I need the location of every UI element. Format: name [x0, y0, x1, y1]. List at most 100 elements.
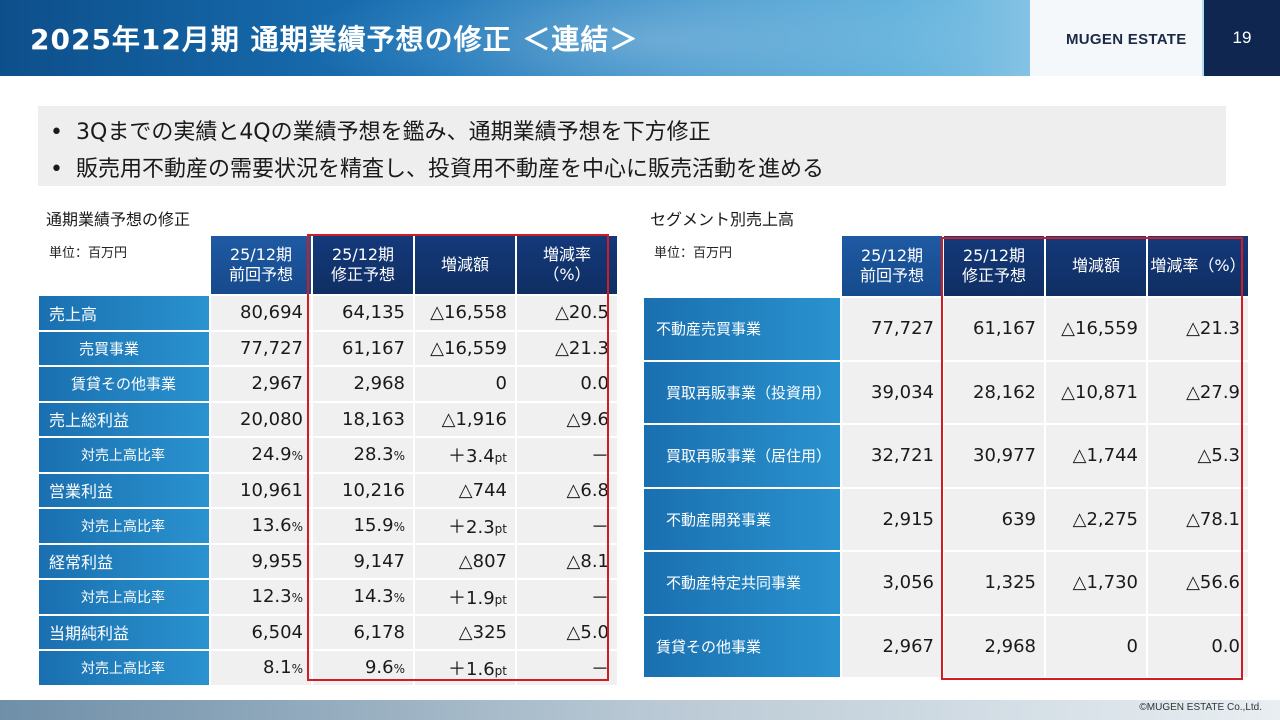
- table-cell: 61,167: [944, 298, 1044, 360]
- table-cell: 639: [944, 488, 1044, 550]
- table-cell: 13.6%: [211, 509, 311, 543]
- table-row: 売上総利益 20,080 18,163 △1,916 △9.6: [39, 402, 617, 436]
- table-cell: 14.3%: [313, 580, 413, 614]
- table-cell: ＋2.3pt: [415, 509, 515, 543]
- bullet-item: • 販売用不動産の需要状況を精査し、投資用不動産を中心に販売活動を進める: [50, 151, 1226, 188]
- table-cell: ＋3.4pt: [415, 438, 515, 472]
- forecast-revision-table: 単位：百万円 25/12期 前回予想 25/12期 修正予想 増減額 増減率 （%） …: [37, 234, 619, 687]
- table-cell: 1,325: [944, 552, 1044, 614]
- table-cell: 32,721: [842, 425, 942, 487]
- table-row: 当期純利益 6,504 6,178 △325 △5.0: [39, 615, 617, 649]
- left-section-title: 通期業績予想の修正: [46, 210, 191, 229]
- table-cell: 2,968: [313, 367, 413, 401]
- table-row: 買取再販事業（投資用） 39,034 28,162 △10,871 △27.9: [644, 361, 1248, 423]
- bullet-dot-icon: •: [50, 157, 63, 182]
- table-cell: △21.3: [1148, 298, 1248, 360]
- table-cell: 20,080: [211, 402, 311, 436]
- header-revised-forecast: 25/12期 修正予想: [313, 236, 413, 294]
- table-row: 経常利益 9,955 9,147 △807 △8.1: [39, 544, 617, 578]
- header-change-amount: 増減額: [1046, 236, 1146, 296]
- segment-sales-table: 単位：百万円 25/12期 前回予想 25/12期 修正予想 増減額 増減率（%） …: [642, 234, 1250, 679]
- table-row: 売買事業 77,727 61,167 △16,559 △21.3: [39, 331, 617, 365]
- table-row: 不動産売買事業 77,727 61,167 △16,559 △21.3: [644, 298, 1248, 360]
- header-revised-forecast: 25/12期 修正予想: [944, 236, 1044, 296]
- page-number-box: [1204, 0, 1280, 76]
- table-cell: △16,559: [1046, 298, 1146, 360]
- table-cell: △1,730: [1046, 552, 1146, 614]
- table-row: 買取再販事業（居住用） 32,721 30,977 △1,744 △5.3: [644, 425, 1248, 487]
- table-cell: 0: [1046, 615, 1146, 677]
- table-cell: 0: [415, 367, 515, 401]
- header-change-amount: 増減額: [415, 236, 515, 294]
- table-cell: －: [517, 651, 617, 685]
- table-cell: 39,034: [842, 361, 942, 423]
- table-cell: ＋1.6pt: [415, 651, 515, 685]
- bullet-item: • 3Qまでの実績と4Qの業績予想を鑑み、通期業績予想を下方修正: [50, 114, 1226, 151]
- table-cell: △16,558: [415, 296, 515, 330]
- bullet-text: 販売用不動産の需要状況を精査し、投資用不動産を中心に販売活動を進める: [76, 157, 825, 182]
- table-cell: △807: [415, 544, 515, 578]
- table-row: 不動産特定共同事業 3,056 1,325 △1,730 △56.6: [644, 552, 1248, 614]
- right-section-title: セグメント別売上高: [650, 210, 795, 229]
- row-label: 対売上高比率: [39, 509, 209, 543]
- row-label: 当期純利益: [39, 615, 209, 649]
- table-cell: 6,178: [313, 615, 413, 649]
- table-cell: 24.9%: [211, 438, 311, 472]
- table-row: 対売上高比率 8.1% 9.6% ＋1.6pt －: [39, 651, 617, 685]
- table-row: 営業利益 10,961 10,216 △744 △6.8: [39, 473, 617, 507]
- table-cell: △744: [415, 473, 515, 507]
- logo-area: [1030, 0, 1202, 76]
- row-label: 買取再販事業（居住用）: [644, 425, 840, 487]
- table-cell: △1,744: [1046, 425, 1146, 487]
- table-cell: 0.0: [1148, 615, 1248, 677]
- header-prev-forecast: 25/12期 前回予想: [211, 236, 311, 294]
- table-cell: △56.6: [1148, 552, 1248, 614]
- table-cell: 0.0: [517, 367, 617, 401]
- copyright-text: ©MUGEN ESTATE Co.,Ltd.: [1139, 702, 1262, 713]
- table-cell: △16,559: [415, 331, 515, 365]
- table-cell: ＋1.9pt: [415, 580, 515, 614]
- row-label: 賃貸その他事業: [644, 615, 840, 677]
- table-row: 売上高 80,694 64,135 △16,558 △20.5: [39, 296, 617, 330]
- table-cell: 2,967: [842, 615, 942, 677]
- table-cell: 2,968: [944, 615, 1044, 677]
- table-row: 賃貸その他事業 2,967 2,968 0 0.0: [39, 367, 617, 401]
- row-label: 経常利益: [39, 544, 209, 578]
- table-cell: △78.1: [1148, 488, 1248, 550]
- table-cell: 77,727: [211, 331, 311, 365]
- table-cell: 77,727: [842, 298, 942, 360]
- table-cell: △8.1: [517, 544, 617, 578]
- table-cell: △6.8: [517, 473, 617, 507]
- slide-footer: [0, 700, 1280, 720]
- table-cell: 61,167: [313, 331, 413, 365]
- unit-label: 単位：百万円: [39, 236, 209, 294]
- table-cell: 10,216: [313, 473, 413, 507]
- table-cell: 30,977: [944, 425, 1044, 487]
- table-cell: △1,916: [415, 402, 515, 436]
- table-row: 対売上高比率 24.9% 28.3% ＋3.4pt －: [39, 438, 617, 472]
- table-cell: △27.9: [1148, 361, 1248, 423]
- row-label: 不動産特定共同事業: [644, 552, 840, 614]
- table-cell: 80,694: [211, 296, 311, 330]
- row-label: 営業利益: [39, 473, 209, 507]
- row-label: 不動産開発事業: [644, 488, 840, 550]
- row-label: 売買事業: [39, 331, 209, 365]
- header-change-rate: 増減率（%）: [1148, 236, 1248, 296]
- summary-box: • 3Qまでの実績と4Qの業績予想を鑑み、通期業績予想を下方修正 • 販売用不動産の…: [38, 106, 1226, 186]
- table-row: 賃貸その他事業 2,967 2,968 0 0.0: [644, 615, 1248, 677]
- table-cell: 2,967: [211, 367, 311, 401]
- table-cell: △20.5: [517, 296, 617, 330]
- table-cell: 12.3%: [211, 580, 311, 614]
- bullet-text: 3Qまでの実績と4Qの業績予想を鑑み、通期業績予想を下方修正: [76, 120, 711, 145]
- table-cell: 8.1%: [211, 651, 311, 685]
- row-label: 買取再販事業（投資用）: [644, 361, 840, 423]
- table-cell: 28.3%: [313, 438, 413, 472]
- row-label: 対売上高比率: [39, 438, 209, 472]
- company-logo: MUGEN ESTATE: [1066, 31, 1187, 48]
- table-cell: 15.9%: [313, 509, 413, 543]
- table-cell: △2,275: [1046, 488, 1146, 550]
- table-cell: △10,871: [1046, 361, 1146, 423]
- table-cell: 3,056: [842, 552, 942, 614]
- table-cell: 10,961: [211, 473, 311, 507]
- row-label: 売上総利益: [39, 402, 209, 436]
